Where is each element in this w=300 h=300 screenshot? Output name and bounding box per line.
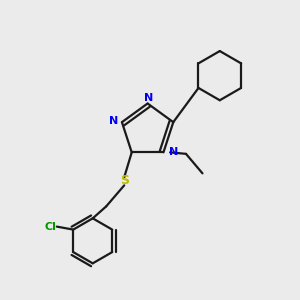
Text: N: N xyxy=(169,147,178,157)
Text: Cl: Cl xyxy=(45,222,57,232)
Text: N: N xyxy=(144,93,153,103)
Text: N: N xyxy=(109,116,118,126)
Text: S: S xyxy=(120,174,129,187)
